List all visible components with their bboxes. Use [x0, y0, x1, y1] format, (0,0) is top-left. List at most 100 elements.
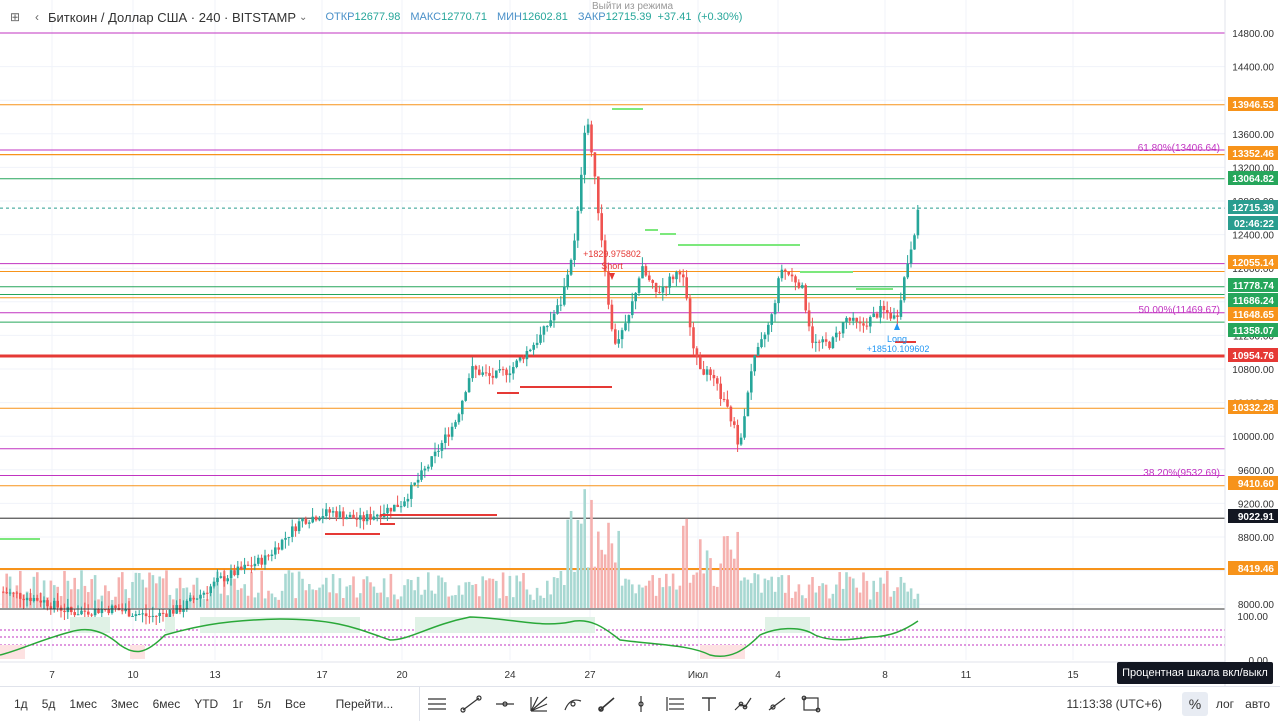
candle-body: [600, 213, 603, 241]
candle-body: [457, 414, 461, 423]
candle-body: [87, 611, 90, 615]
candle-body: [134, 614, 138, 617]
tf-ytd[interactable]: YTD: [194, 697, 219, 711]
volume-bar: [818, 585, 821, 608]
candle-body: [263, 555, 267, 565]
candle-body: [447, 434, 450, 437]
chevron-down-icon[interactable]: ⌄: [299, 11, 308, 23]
candle-body: [314, 516, 318, 521]
volume-bar: [889, 596, 892, 608]
candle-body: [603, 240, 607, 272]
change-percent: (+0.30%): [697, 11, 743, 23]
curve-icon[interactable]: [556, 687, 590, 721]
candle-body: [682, 274, 685, 278]
log-scale-button[interactable]: лог: [1215, 697, 1234, 711]
candle-body: [257, 557, 260, 564]
candle-body: [389, 507, 393, 512]
volume-bar: [688, 582, 692, 608]
candle-body: [345, 517, 348, 520]
candle-body: [780, 269, 784, 279]
candle-body: [841, 322, 845, 334]
percent-scale-button[interactable]: %: [1182, 692, 1208, 716]
brush-icon[interactable]: [590, 687, 624, 721]
tf-1d[interactable]: 1д: [14, 697, 28, 711]
volume-bar: [403, 585, 406, 608]
candle-body: [321, 516, 325, 520]
long-arrow-icon: [894, 323, 900, 330]
vertical-line-icon[interactable]: [624, 687, 658, 721]
volume-bar: [457, 585, 461, 608]
candle-body: [488, 373, 491, 376]
candle-body: [546, 326, 549, 328]
volume-bar: [518, 581, 522, 608]
volume-bar: [427, 572, 430, 608]
volume-bar: [794, 591, 797, 608]
candle-body: [141, 613, 144, 615]
horizontal-lines-icon[interactable]: [420, 687, 454, 721]
volume-bar: [148, 572, 151, 608]
tf-5y[interactable]: 5л: [257, 697, 271, 711]
candle-body: [668, 276, 671, 288]
tf-5d[interactable]: 5д: [41, 697, 56, 711]
collapse-icon[interactable]: ‹: [35, 10, 39, 24]
volume-bar: [325, 577, 328, 608]
volume-bar: [529, 594, 532, 608]
tf-3m[interactable]: 3мес: [110, 697, 139, 711]
volume-bar: [801, 595, 804, 608]
candle-body: [148, 616, 151, 618]
price-tick: 14800.00: [1232, 29, 1274, 40]
auto-scale-button[interactable]: авто: [1245, 697, 1270, 711]
candle-body: [522, 357, 525, 360]
volume-bar: [253, 597, 257, 608]
candle-body: [875, 313, 879, 318]
candle-body: [913, 235, 916, 250]
candle-body: [212, 581, 216, 587]
volume-bar: [882, 583, 886, 608]
volume-bar: [607, 522, 610, 608]
price-chart[interactable]: +1829.975802 Short Long+18510.109602 61.80%…: [0, 0, 1280, 686]
volume-bar: [685, 518, 688, 608]
text-icon[interactable]: [692, 687, 726, 721]
candle-body: [573, 240, 576, 260]
candle-body: [410, 484, 413, 499]
candle-body: [563, 286, 566, 305]
rectangle-icon[interactable]: [794, 687, 828, 721]
price-tick: 12400.00: [1232, 231, 1274, 242]
volume-bar: [270, 593, 274, 608]
symbol-title[interactable]: Биткоин / Доллар США · 240 · BITSTAMP: [48, 9, 297, 25]
osc-zone: [165, 617, 175, 633]
volume-bar: [267, 590, 270, 608]
volume-bar: [12, 592, 15, 608]
exit-mode-link[interactable]: Выйти из режима: [592, 1, 674, 12]
tf-1m[interactable]: 1мес: [69, 697, 97, 711]
candle-body: [916, 209, 920, 236]
tf-6m[interactable]: 6мес: [152, 697, 181, 711]
candle-body: [651, 280, 654, 283]
candle-body: [702, 369, 705, 375]
fib-icon[interactable]: [658, 687, 692, 721]
ray-icon[interactable]: [760, 687, 794, 721]
add-icon[interactable]: ⊞: [9, 10, 21, 24]
candle-body: [260, 557, 263, 565]
gann-icon[interactable]: [522, 687, 556, 721]
goto-button[interactable]: Перейти...: [335, 697, 394, 711]
path-icon[interactable]: [726, 687, 760, 721]
price-badge-label: 13946.53: [1232, 100, 1274, 111]
trend-line-icon[interactable]: [454, 687, 488, 721]
candle-body: [699, 356, 702, 370]
tf-all[interactable]: Все: [284, 697, 306, 711]
ohlc-close: ЗАКР12715.39: [577, 11, 652, 23]
volume-bar: [869, 599, 872, 608]
candle-body: [739, 437, 743, 445]
horizontal-ray-icon[interactable]: [488, 687, 522, 721]
volume-bar: [913, 598, 916, 608]
tf-1y[interactable]: 1г: [232, 697, 244, 711]
volume-bar: [590, 499, 593, 608]
osc-zone: [70, 617, 110, 633]
volume-bar: [661, 587, 665, 608]
candle-body: [505, 369, 508, 376]
candle-body: [801, 285, 804, 288]
volume-bar: [308, 584, 311, 608]
volume-bar: [909, 588, 913, 608]
clock[interactable]: 11:13:38 (UTC+6): [1066, 697, 1163, 711]
